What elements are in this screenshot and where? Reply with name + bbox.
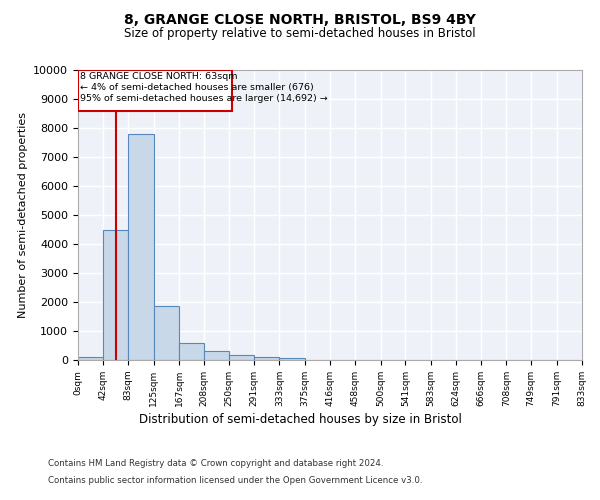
Bar <box>128 134 154 360</box>
Text: 8 GRANGE CLOSE NORTH: 63sqm: 8 GRANGE CLOSE NORTH: 63sqm <box>80 72 238 82</box>
Bar <box>154 306 179 360</box>
Bar <box>229 355 254 360</box>
Bar <box>78 70 232 110</box>
Text: Contains public sector information licensed under the Open Government Licence v3: Contains public sector information licen… <box>48 476 422 485</box>
Text: Contains HM Land Registry data © Crown copyright and database right 2024.: Contains HM Land Registry data © Crown c… <box>48 458 383 468</box>
Bar <box>280 358 305 360</box>
Text: 8, GRANGE CLOSE NORTH, BRISTOL, BS9 4BY: 8, GRANGE CLOSE NORTH, BRISTOL, BS9 4BY <box>124 12 476 26</box>
Text: 95% of semi-detached houses are larger (14,692) →: 95% of semi-detached houses are larger (… <box>80 94 328 103</box>
Text: Size of property relative to semi-detached houses in Bristol: Size of property relative to semi-detach… <box>124 28 476 40</box>
Bar <box>254 356 280 360</box>
Bar <box>103 230 128 360</box>
Text: ← 4% of semi-detached houses are smaller (676): ← 4% of semi-detached houses are smaller… <box>80 83 314 92</box>
Bar <box>204 352 229 360</box>
Text: Distribution of semi-detached houses by size in Bristol: Distribution of semi-detached houses by … <box>139 412 461 426</box>
Y-axis label: Number of semi-detached properties: Number of semi-detached properties <box>18 112 28 318</box>
Bar <box>179 342 204 360</box>
Bar <box>78 357 103 360</box>
